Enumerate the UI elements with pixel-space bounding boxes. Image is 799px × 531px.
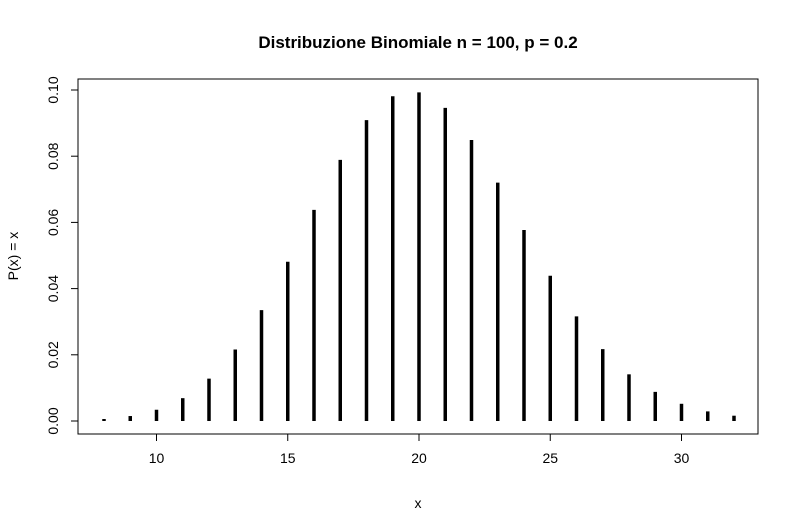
x-tick-label: 15 [280, 450, 296, 466]
x-axis-label: x [415, 495, 422, 511]
y-tick-label: 0.00 [45, 407, 61, 434]
x-tick-label: 25 [542, 450, 558, 466]
y-tick-label: 0.08 [45, 142, 61, 169]
bars-group [102, 92, 736, 421]
x-tick-label: 30 [674, 450, 690, 466]
chart-title: Distribuzione Binomiale n = 100, p = 0.2 [258, 33, 577, 52]
y-tick-label: 0.10 [45, 76, 61, 103]
y-tick-label: 0.04 [45, 275, 61, 302]
x-tick-label: 10 [149, 450, 165, 466]
y-tick-label: 0.06 [45, 209, 61, 236]
x-axis: 10 15 20 25 30 [149, 433, 690, 466]
y-axis-label: P(x) = x [5, 232, 21, 281]
x-tick-label: 20 [411, 450, 427, 466]
y-tick-label: 0.02 [45, 341, 61, 368]
y-axis: 0.00 0.02 0.04 0.06 0.08 0.10 [45, 76, 79, 435]
